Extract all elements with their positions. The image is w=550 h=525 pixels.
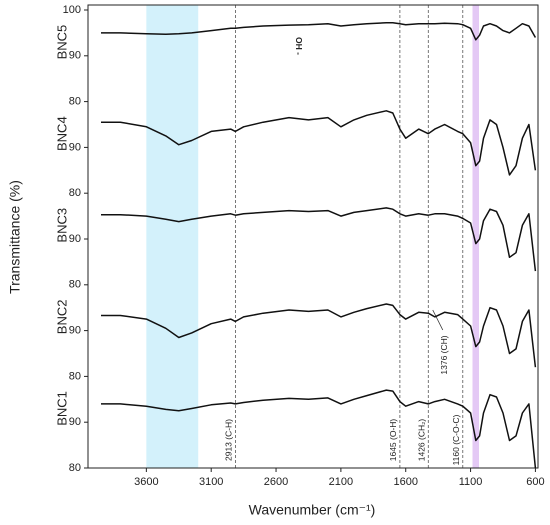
spectrum-line [101,389,537,469]
spectrum-line [101,110,537,176]
y-tick-label: 80 [69,187,81,199]
series-label: BNC5 [54,25,69,60]
x-tick-label: 3600 [134,476,158,488]
x-axis-title: Wavenumber (cm⁻¹) [249,502,376,518]
callout-label: OH - [294,37,304,55]
annotation-label: 1645 (O-H) [388,419,398,462]
y-tick-label: 80 [69,96,81,108]
y-tick-label: 100 [63,4,81,16]
series-label: BNC1 [54,391,69,426]
spectrum-line [101,303,537,368]
series-label: BNC2 [54,300,69,335]
y-tick-label: 90 [69,233,81,245]
x-tick-label: 2100 [329,476,353,488]
y-tick-label: 80 [69,279,81,291]
x-tick-label: 600 [526,476,544,488]
band [472,5,479,468]
annotation-label: 1160 (C-O-C) [451,414,461,465]
x-tick-label: 3100 [199,476,223,488]
y-axis-title: Transmittance (%) [7,180,23,294]
plot-frame [87,4,539,469]
y-tick-label: 80 [69,370,81,382]
spectrum-line [101,22,537,41]
y-tick-label: 80 [69,462,81,474]
callout-arrow [432,309,444,331]
annotation-label: 2913 (C-H) [224,419,234,461]
x-tick-label: 1600 [393,476,417,488]
y-tick-label: 90 [69,141,81,153]
y-tick-label: 90 [69,416,81,428]
annotation-label: 1426 (CH₂) [417,419,427,462]
y-tick-label: 90 [69,325,81,337]
series-label: BNC4 [54,116,69,151]
x-tick-label: 1100 [459,476,483,488]
series-label: BNC3 [54,208,69,243]
x-tick-label: 2600 [264,476,288,488]
band [146,5,199,468]
callout-label: 1376 (CH) [439,335,449,374]
spectrum-line [101,207,537,272]
y-tick-label: 90 [69,50,81,62]
